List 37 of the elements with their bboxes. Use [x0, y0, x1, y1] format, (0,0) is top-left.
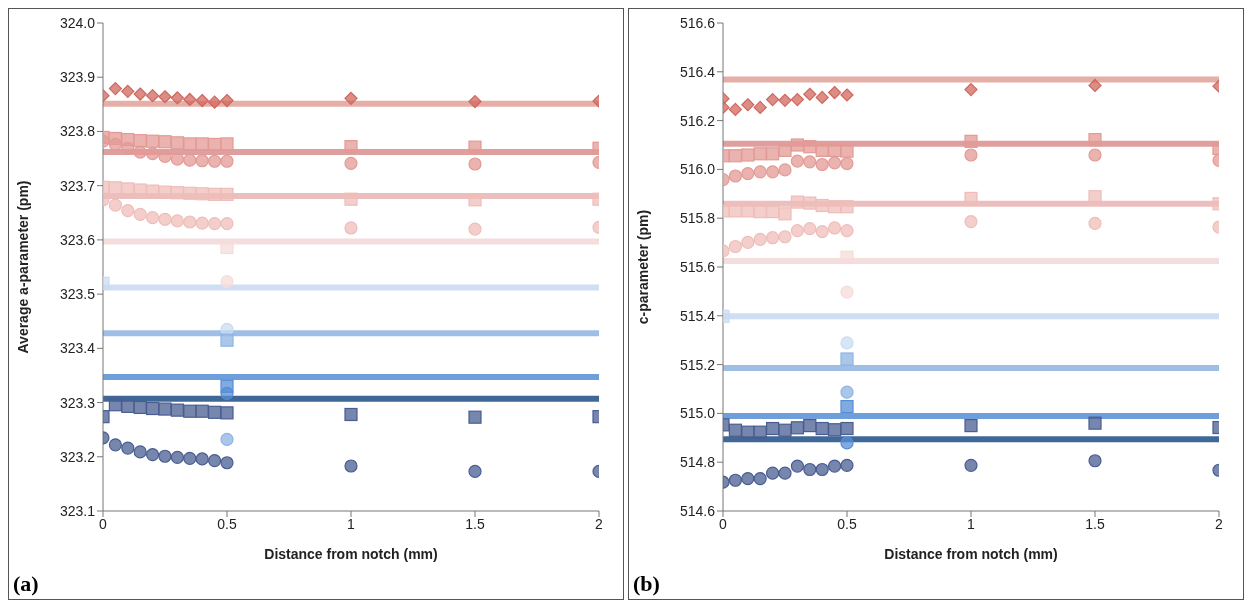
x-tick-label: 0 [99, 515, 108, 532]
x-tick-label: 1 [967, 515, 976, 532]
y-tick-label: 516.6 [679, 14, 716, 31]
y-tick-label: 324.0 [59, 14, 96, 31]
y-tick-label: 323.9 [59, 69, 96, 86]
x-tick-label: 2 [595, 515, 604, 532]
y-tick-label: 516.4 [679, 63, 716, 80]
y-tick-label: 515.4 [679, 307, 716, 324]
y-axis-title: c-parameter (pm) [634, 209, 651, 325]
x-tick-label: 0 [719, 515, 728, 532]
y-tick-label: 323.8 [59, 123, 96, 140]
x-tick-label: 1.5 [1085, 515, 1105, 532]
x-tick-label: 1.5 [465, 515, 485, 532]
y-tick-label: 323.4 [59, 340, 96, 357]
x-tick-label: 0.5 [217, 515, 237, 532]
y-tick-label: 515.2 [679, 356, 716, 373]
y-tick-label: 516.0 [679, 161, 716, 178]
y-tick-label: 515.0 [679, 405, 716, 422]
y-tick-label: 323.7 [59, 177, 96, 194]
y-tick-label: 515.6 [679, 258, 716, 275]
x-tick-label: 2 [1215, 515, 1224, 532]
text: (a) [13, 571, 39, 597]
y-axis-title: Average a-parameter (pm) [14, 180, 31, 354]
y-tick-label: 516.2 [679, 112, 716, 129]
y-tick-label: 323.6 [59, 231, 96, 248]
y-tick-label: 514.6 [679, 502, 716, 519]
y-tick-label: 323.2 [59, 448, 96, 465]
x-tick-label: 0.5 [837, 515, 857, 532]
y-tick-label: 514.8 [679, 454, 716, 471]
text: (b) [633, 571, 660, 597]
x-tick-label: 1 [347, 515, 356, 532]
x-axis-title: Distance from notch (mm) [884, 546, 1058, 562]
y-tick-label: 515.8 [679, 210, 716, 227]
y-tick-label: 323.1 [59, 502, 96, 519]
x-axis-title: Distance from notch (mm) [264, 546, 438, 562]
y-tick-label: 323.3 [59, 394, 96, 411]
y-tick-label: 323.5 [59, 286, 96, 303]
